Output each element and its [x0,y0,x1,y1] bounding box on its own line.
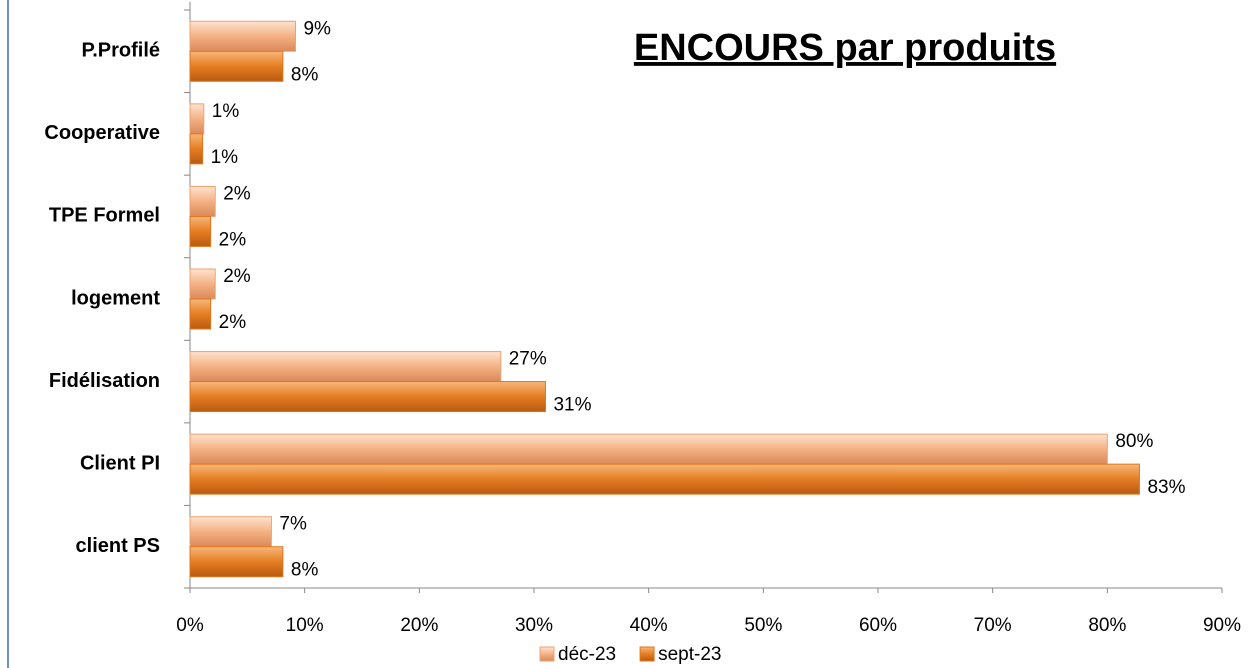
x-tick-label: 90% [1203,615,1241,636]
category-label: Cooperative [44,122,160,144]
bar [189,381,546,413]
category-label: Fidélisation [49,370,160,392]
category-label: logement [71,287,160,309]
value-label: 8% [291,64,319,85]
category-label: Client PI [80,452,160,474]
x-tick-label: 60% [859,615,897,636]
bar [189,546,284,578]
bar [189,215,212,247]
legend-label: déc-23 [558,644,616,665]
bar [189,516,272,548]
x-tick-label: 0% [176,615,204,636]
chart-title: ENCOURS par produits [634,27,1056,69]
bar [189,298,212,330]
bar [189,20,296,52]
bar [189,268,216,300]
value-label: 2% [219,312,247,333]
bar [189,133,204,165]
x-tick-label: 80% [1088,615,1126,636]
x-tick-label: 30% [515,615,553,636]
bar [189,433,1108,465]
bar [189,50,284,82]
value-label: 8% [291,560,319,581]
value-label: 7% [279,514,307,535]
value-label: 2% [223,266,251,287]
bar [189,351,502,383]
value-label: 27% [509,349,547,370]
category-label: TPE Formel [49,205,160,227]
x-tick-label: 70% [974,615,1012,636]
bar [189,185,216,217]
x-tick-label: 20% [400,615,438,636]
x-tick-label: 10% [286,615,324,636]
value-label: 9% [303,18,331,39]
value-label: 2% [219,229,247,250]
legend-swatch [639,646,655,662]
value-label: 1% [211,147,239,168]
value-label: 80% [1115,431,1153,452]
value-label: 83% [1147,477,1185,498]
x-tick-label: 40% [630,615,668,636]
legend-swatch [539,646,555,662]
category-label: P.Profilé [81,40,160,62]
value-label: 31% [553,395,591,416]
legend-label: sept-23 [658,644,721,665]
bar [189,103,205,135]
bar [189,463,1140,495]
category-label: client PS [76,535,160,557]
x-tick-label: 50% [744,615,782,636]
value-label: 2% [223,183,251,204]
value-label: 1% [212,101,240,122]
